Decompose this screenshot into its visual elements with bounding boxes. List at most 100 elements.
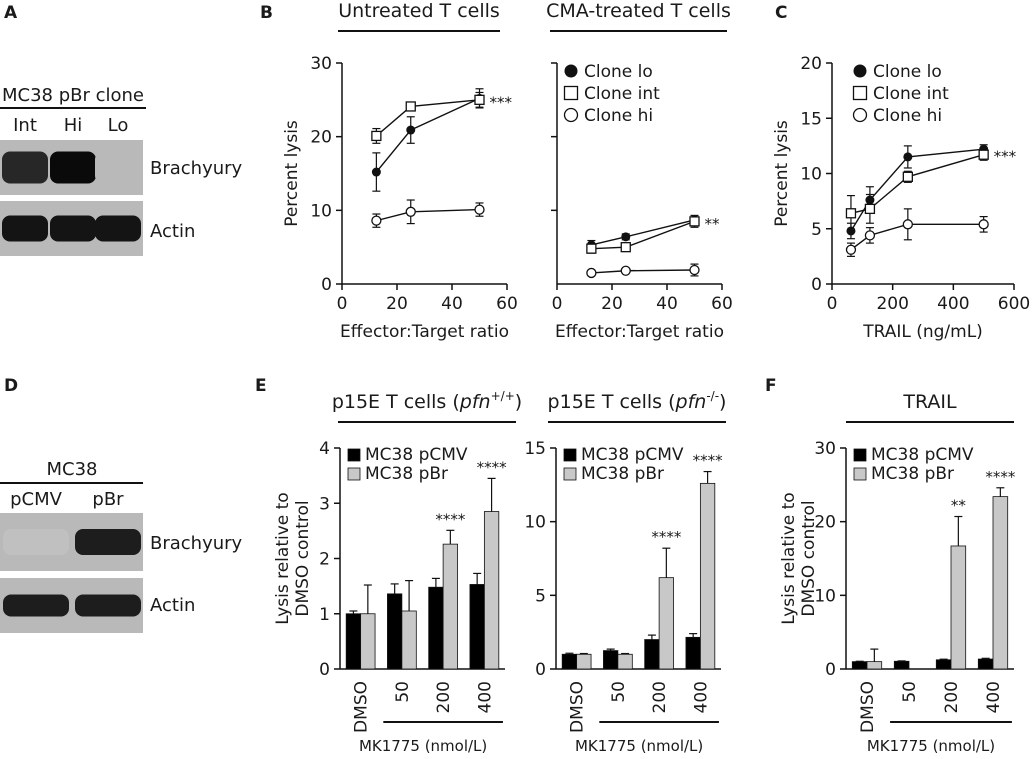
y-tick-label: 0 [535, 660, 546, 680]
data-point-clone-hi [586, 267, 597, 279]
panel-letter-a: A [4, 3, 18, 23]
legend-swatch [853, 448, 867, 462]
legend-label: Clone lo [873, 62, 942, 82]
legend-label: MC38 pBr [581, 464, 664, 484]
chart-trail-lysis: 0 200 400 600 0 5 10 15 20 TRAIL (ng/mL) Percent l… [772, 54, 1030, 342]
mk1775-label: MK1775 (nmol/L) [359, 737, 487, 755]
data-point-clone-hi [845, 244, 857, 255]
chart-title-part: +/+ [491, 389, 515, 403]
x-tick-label: 60 [496, 294, 518, 314]
blot-a-actin-band [95, 215, 141, 242]
x-tick-label: 20 [601, 294, 623, 314]
data-point-clone-lo [371, 167, 381, 177]
x-axis-label: Effector:Target ratio [340, 322, 509, 342]
data-point-clone-hi [864, 230, 876, 241]
data-point-clone-hi [405, 206, 416, 217]
legend-swatch [563, 448, 577, 462]
y-axis-label: DMSO control [799, 500, 819, 616]
bar-mc38-pcmv [977, 658, 994, 670]
panel-letter-e: E [255, 376, 267, 396]
data-point-clone-int [405, 101, 416, 112]
blot-d-actin-band [3, 594, 69, 617]
bar-mc38-pcmv [935, 659, 952, 670]
x-category-label: 50 [393, 681, 413, 703]
bar-mc38-pcmv [387, 593, 403, 670]
bar-mc38-pbr [442, 543, 458, 670]
legend-label: Clone hi [584, 106, 653, 126]
data-point-clone-lo [621, 232, 631, 242]
blot-d-header: MC38 [46, 459, 97, 480]
x-tick-label: 20 [386, 294, 408, 314]
bar-mc38-pbr [576, 653, 592, 670]
data-point-clone-int [902, 171, 913, 182]
bar-mc38-pcmv [893, 660, 910, 670]
blot-a-actin-band [2, 215, 48, 242]
bar-mc38-pbr [866, 661, 883, 670]
legend-swatch [853, 467, 867, 481]
legend-swatch [563, 467, 577, 481]
bar-mc38-pcmv [603, 650, 619, 670]
y-tick-label: 3 [319, 494, 330, 514]
x-category-label: 200 [650, 681, 670, 713]
y-tick-label: 20 [800, 54, 822, 74]
bar-mc38-pbr [483, 511, 500, 670]
x-tick-label: 200 [876, 294, 908, 314]
significance-label: **** [477, 458, 508, 476]
bar-mc38-pbr [950, 545, 967, 670]
y-tick-label: 30 [814, 439, 836, 459]
x-axis-label: TRAIL (ng/mL) [862, 322, 983, 342]
y-axis-label: Percent lysis [282, 120, 302, 227]
legend-swatch [347, 467, 361, 481]
chart-title-part: pfn [459, 391, 491, 413]
series-line-clone-hi [591, 269, 695, 274]
x-tick-label: 600 [998, 294, 1030, 314]
legend-label: Clone int [584, 84, 660, 104]
x-category-label: 50 [900, 681, 920, 703]
data-point-clone-int [845, 208, 857, 219]
bar-mc38-pcmv [644, 639, 660, 670]
chart-title: CMA-treated T cells [546, 0, 731, 22]
x-axis-label: Effector:Target ratio [555, 322, 724, 342]
legend-label: MC38 pBr [365, 464, 448, 484]
blot-a-lane-label: Lo [108, 115, 129, 136]
y-tick-label: 4 [319, 439, 330, 459]
data-point-clone-lo [865, 195, 875, 205]
legend-label: Clone hi [873, 106, 942, 126]
bar-mc38-pcmv [561, 653, 578, 670]
legend-label: MC38 pCMV [365, 445, 468, 465]
x-category-label: 400 [984, 681, 1004, 713]
chart-untreated-t-cells: Untreated T cells 0 20 40 60 0 10 20 30 Effector:… [282, 0, 518, 342]
series-line-clone-hi [850, 223, 984, 251]
blot-a-actin-band [50, 215, 96, 242]
chart-title: TRAIL [902, 391, 957, 413]
significance-label: ** [951, 497, 967, 515]
x-category-label: 200 [434, 681, 454, 713]
chart-title-part: p15E T cells ( [332, 391, 460, 413]
bar-mc38-pbr [658, 577, 674, 670]
y-tick-label: 20 [814, 513, 836, 533]
blot-a-lane-label: Hi [64, 115, 83, 136]
data-point-clone-hi [371, 215, 382, 226]
x-tick-label: 40 [656, 294, 678, 314]
y-tick-label: 0 [321, 275, 332, 295]
y-tick-label: 5 [811, 220, 822, 240]
significance-label: **** [435, 510, 466, 528]
x-tick-label: 0 [827, 294, 838, 314]
data-point-clone-int [371, 130, 382, 142]
blot-d-band-label: Actin [150, 595, 195, 616]
chart-title-part: pfn [675, 391, 707, 413]
data-point-clone-int [978, 149, 989, 160]
legend-swatch [347, 448, 361, 462]
x-tick-label: 60 [711, 294, 733, 314]
legend-label: MC38 pBr [871, 464, 954, 484]
series-line-clone-int [850, 154, 984, 214]
bar-mc38-pbr [617, 653, 633, 670]
chart-trail-mk1775: TRAIL 0 10 20 30 Lysis relative to DMSO contro… [779, 391, 1016, 755]
series-line-clone-lo [375, 97, 480, 173]
x-category-label: 400 [691, 681, 711, 713]
data-point-clone-hi [978, 219, 989, 230]
y-tick-label: 0 [825, 660, 836, 680]
x-tick-label: 0 [337, 294, 348, 314]
legend-marker [563, 107, 579, 123]
panel-letter-d: D [4, 376, 18, 396]
